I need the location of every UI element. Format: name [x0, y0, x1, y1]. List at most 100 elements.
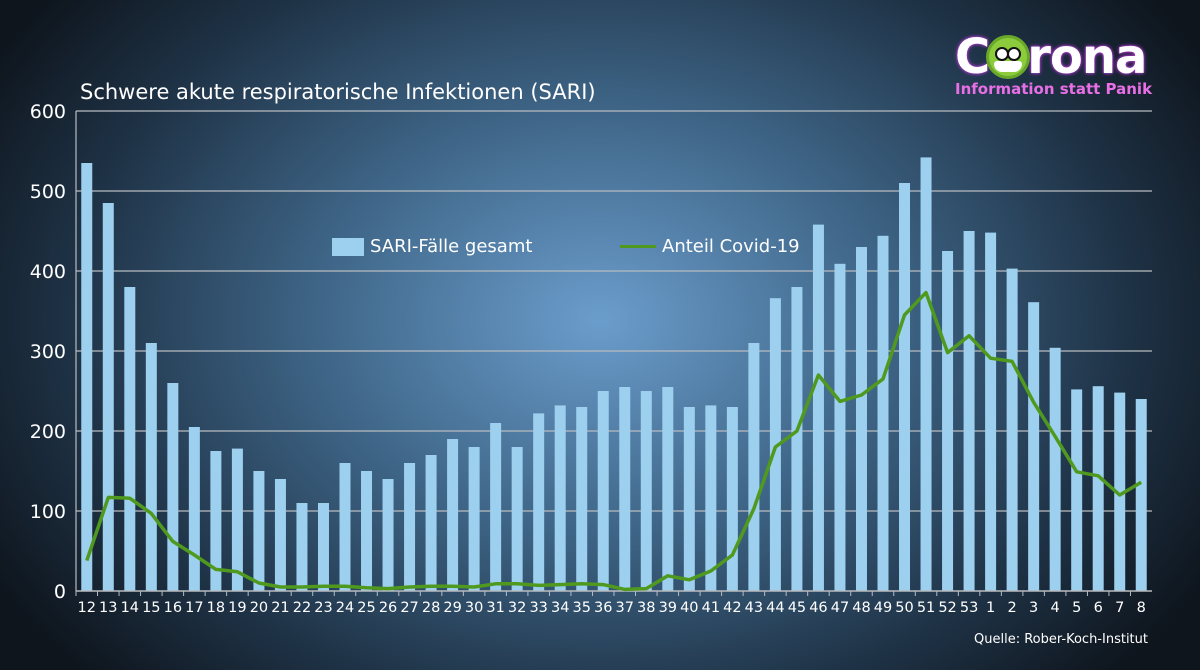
bar [188, 427, 200, 591]
y-tick-label: 100 [30, 501, 66, 523]
x-tick-label: 32 [508, 600, 526, 616]
x-tick-label: 51 [917, 600, 935, 616]
legend-label: SARI-Fälle gesamt [370, 236, 533, 257]
bar [769, 298, 781, 591]
x-tick-label: 34 [551, 600, 569, 616]
x-tick-label: 38 [637, 600, 655, 616]
x-tick-label: 20 [250, 600, 268, 616]
x-tick-label: 52 [938, 600, 956, 616]
x-tick-label: 6 [1094, 600, 1103, 616]
bar [640, 391, 652, 591]
x-tick-label: 25 [357, 600, 375, 616]
bar [1028, 302, 1040, 591]
legend-item-covid: Anteil Covid-19 [620, 236, 800, 257]
bar [683, 407, 695, 591]
x-tick-label: 31 [486, 600, 504, 616]
source-note: Quelle: Rober-Koch-Institut [974, 632, 1148, 647]
x-tick-label: 43 [745, 600, 763, 616]
x-tick-label: 27 [400, 600, 418, 616]
bar [662, 387, 674, 591]
bar [877, 235, 889, 592]
logo-tagline: Information statt Panik [955, 80, 1153, 98]
bar [576, 407, 588, 591]
x-tick-label: 39 [659, 600, 677, 616]
bar [339, 463, 351, 591]
x-tick-label: 30 [465, 600, 483, 616]
x-tick-label: 17 [185, 600, 203, 616]
x-tick-label: 15 [142, 600, 160, 616]
x-tick-label: 7 [1115, 600, 1124, 616]
y-tick-label: 200 [30, 421, 66, 443]
chart-title: Schwere akute respiratorische Infektione… [80, 80, 596, 104]
legend-swatch-line [620, 245, 656, 248]
x-tick-label: 4 [1051, 600, 1060, 616]
bar [705, 405, 717, 591]
x-tick-label: 24 [336, 600, 354, 616]
bar [296, 503, 308, 591]
x-tick-label: 18 [207, 600, 225, 616]
x-tick-label: 45 [788, 600, 806, 616]
x-tick-label: 1 [986, 600, 995, 616]
x-tick-label: 19 [228, 600, 246, 616]
bar [404, 463, 416, 591]
bar [511, 447, 523, 591]
bar [425, 455, 437, 591]
bar [81, 163, 93, 591]
x-tick-label: 48 [852, 600, 870, 616]
bar [1049, 347, 1061, 591]
bar [1006, 268, 1018, 591]
bar [382, 479, 394, 591]
bar [490, 423, 502, 591]
x-tick-label: 46 [809, 600, 827, 616]
x-tick-label: 53 [960, 600, 978, 616]
x-tick-label: 26 [379, 600, 397, 616]
bar [274, 479, 286, 591]
y-tick-label: 500 [30, 181, 66, 203]
bar [317, 503, 329, 591]
bar [619, 387, 631, 591]
x-tick-label: 35 [572, 600, 590, 616]
x-tick-label: 42 [723, 600, 741, 616]
bar [855, 247, 867, 591]
bar [447, 439, 459, 591]
bar [554, 405, 566, 591]
bar [812, 224, 824, 591]
bar [1071, 389, 1083, 591]
bar [102, 203, 114, 591]
bar [167, 383, 179, 591]
bar [834, 263, 846, 591]
bar [1114, 392, 1126, 591]
x-tick-label: 14 [121, 600, 139, 616]
x-tick-label: 36 [594, 600, 612, 616]
y-tick-label: 0 [54, 581, 66, 603]
bar [231, 448, 243, 591]
bar [597, 391, 609, 591]
bar [361, 471, 373, 591]
covid-line [85, 290, 1143, 592]
x-tick-label: 40 [680, 600, 698, 616]
x-tick-label: 44 [766, 600, 784, 616]
x-tick-label: 33 [529, 600, 547, 616]
x-tick-label: 3 [1029, 600, 1038, 616]
bar [124, 287, 136, 591]
x-tick-label: 8 [1137, 600, 1146, 616]
x-tick-label: 12 [78, 600, 96, 616]
y-tick-label: 300 [30, 341, 66, 363]
legend-item-sari: SARI-Fälle gesamt [332, 236, 532, 257]
x-tick-label: 5 [1072, 600, 1081, 616]
virus-icon [989, 38, 1028, 76]
bar [210, 451, 222, 591]
legend-label: Anteil Covid-19 [662, 236, 800, 257]
x-tick-label: 49 [874, 600, 892, 616]
x-tick-label: 37 [616, 600, 634, 616]
bar [791, 287, 803, 591]
x-tick-label: 21 [271, 600, 289, 616]
x-tick-label: 2 [1008, 600, 1017, 616]
x-tick-label: 50 [895, 600, 913, 616]
x-tick-label: 16 [164, 600, 182, 616]
bar [145, 343, 157, 591]
bar [963, 231, 975, 591]
y-tick-label: 600 [30, 101, 66, 123]
